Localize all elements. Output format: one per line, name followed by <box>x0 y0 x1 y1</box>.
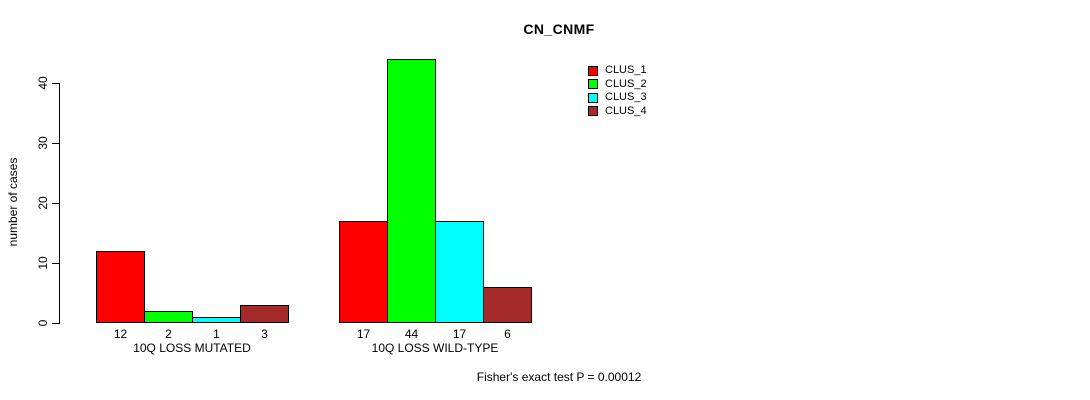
bar-CLUS_4 <box>483 287 532 323</box>
group-label: 10Q LOSS WILD-TYPE <box>371 341 499 355</box>
bar-value-label: 44 <box>404 327 419 341</box>
y-axis-line <box>59 83 60 324</box>
y-tick-mark <box>52 263 59 264</box>
y-tick-label: 20 <box>36 196 50 210</box>
bar-value-label: 3 <box>261 327 268 341</box>
bar-CLUS_2 <box>387 59 436 323</box>
legend-swatch-CLUS_3 <box>588 92 598 103</box>
bar-CLUS_2 <box>144 311 193 323</box>
bar-value-label: 2 <box>165 327 172 341</box>
legend-swatch-CLUS_1 <box>588 65 598 76</box>
legend-label: CLUS_4 <box>605 104 647 117</box>
y-tick-label: 30 <box>36 136 50 150</box>
legend-item: CLUS_4 <box>588 105 647 119</box>
y-tick-mark <box>52 323 59 324</box>
y-axis-label: number of cases <box>6 157 20 247</box>
y-tick-mark <box>52 83 59 84</box>
y-tick-label: 10 <box>36 256 50 270</box>
y-tick-mark <box>52 203 59 204</box>
bar-CLUS_3 <box>192 317 241 323</box>
group-label: 10Q LOSS MUTATED <box>133 341 251 355</box>
bar-value-label: 6 <box>504 327 511 341</box>
stat-annotation: Fisher's exact test P = 0.00012 <box>476 370 642 384</box>
legend-label: CLUS_2 <box>605 77 647 90</box>
bar-CLUS_1 <box>339 221 388 323</box>
bar-value-label: 17 <box>356 327 371 341</box>
legend-label: CLUS_1 <box>605 64 647 77</box>
bar-value-label: 17 <box>452 327 467 341</box>
legend-swatch-CLUS_2 <box>588 79 598 90</box>
chart-title: CN_CNMF <box>523 21 595 37</box>
y-tick-label: 40 <box>36 76 50 90</box>
y-tick-label: 0 <box>36 319 50 327</box>
legend-item: CLUS_2 <box>588 78 647 92</box>
legend-item: CLUS_3 <box>588 91 647 105</box>
bar-CLUS_4 <box>240 305 289 323</box>
bar-value-label: 12 <box>113 327 128 341</box>
legend: CLUS_1 CLUS_2 CLUS_3 CLUS_4 <box>588 64 647 118</box>
legend-item: CLUS_1 <box>588 64 647 78</box>
legend-swatch-CLUS_4 <box>588 106 598 117</box>
y-tick-mark <box>52 143 59 144</box>
bar-CLUS_1 <box>96 251 145 323</box>
bar-value-label: 1 <box>213 327 220 341</box>
bar-CLUS_3 <box>435 221 484 323</box>
legend-label: CLUS_3 <box>605 91 647 104</box>
